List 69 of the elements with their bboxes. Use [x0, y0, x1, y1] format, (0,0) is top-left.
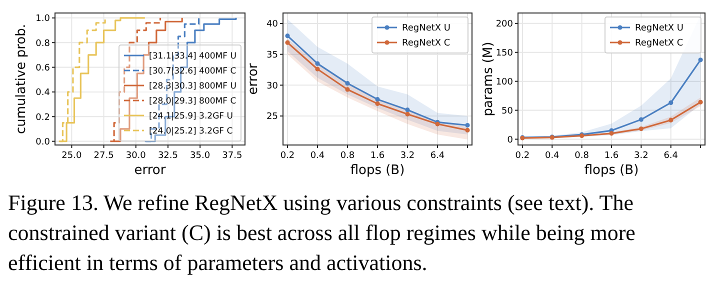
- x-tick-label: 3.2: [634, 151, 648, 161]
- point: [638, 117, 644, 122]
- y-tick-label: 0: [507, 135, 514, 146]
- x-tick-label: 6.4: [430, 151, 445, 161]
- x-tick-label: 0.2: [515, 151, 530, 161]
- y-tick-label: 40: [266, 20, 278, 30]
- y-axis-title: cumulative prob.: [14, 24, 29, 134]
- x-tick-label: 0.4: [310, 151, 325, 161]
- y-tick-label: 1.0: [36, 14, 50, 24]
- point: [375, 101, 380, 106]
- y-tick-label: 25: [266, 112, 278, 122]
- point: [345, 87, 350, 92]
- legend-label: [24.1|25.9] 3.2GF U: [149, 111, 233, 122]
- x-tick-label: 0.4: [544, 151, 560, 161]
- point: [609, 131, 614, 136]
- y-tick-label: 200: [496, 20, 514, 30]
- x-tick-label: 25.0: [62, 151, 82, 161]
- y-tick-label: 0.2: [36, 112, 50, 123]
- y-tick-label: 30: [266, 81, 278, 92]
- y-tick-label: 35: [266, 50, 278, 60]
- point: [405, 112, 410, 116]
- point: [375, 97, 380, 102]
- x-tick-label: 37.5: [222, 151, 242, 161]
- y-tick-label: 0.4: [36, 88, 50, 98]
- legend-label: RegNetX C: [402, 38, 450, 49]
- x-tick-label: 1.6: [370, 151, 385, 161]
- x-tick-label: 0.8: [574, 151, 590, 161]
- y-tick-label: 150: [496, 48, 514, 59]
- x-tick-label: 35.0: [190, 151, 210, 161]
- x-tick-label: 0.8: [340, 151, 355, 161]
- point: [315, 66, 320, 72]
- x-tick-label: 6.4: [664, 151, 678, 161]
- x-tick-label: 0.2: [280, 151, 295, 161]
- caption: Figure 13. We refine RegNetX using various constraints (see text). The constrained variant (C) is best across all flop regimes while being more efficient in terms of parameters and activations.: [8, 190, 636, 275]
- y-tick-label: 50: [502, 106, 514, 116]
- legend-label: RegNetX U: [635, 24, 684, 34]
- x-tick-label: 32.5: [158, 151, 178, 161]
- point: [668, 118, 674, 122]
- x-tick-label: 1.6: [604, 151, 619, 161]
- point: [465, 122, 470, 128]
- legend-label: RegNetX C: [635, 38, 684, 49]
- x-tick-label: 30.0: [126, 151, 146, 161]
- point: [345, 81, 350, 86]
- legend-label: [30.7|32.6] 400MF C: [149, 66, 236, 76]
- x-tick-label: 3.2: [400, 151, 415, 161]
- point: [465, 128, 470, 132]
- y-tick-label: 0.8: [36, 38, 50, 49]
- x-axis-title: flops (B): [350, 163, 405, 178]
- point: [285, 40, 290, 45]
- x-axis-title: flops (B): [584, 163, 639, 178]
- y-tick-label: 0.0: [36, 137, 50, 148]
- x-axis-title: error: [134, 163, 166, 178]
- point: [698, 58, 703, 62]
- point: [315, 61, 320, 66]
- legend-label: [28.3|30.3] 800MF U: [149, 81, 236, 92]
- x-tick-label: 27.5: [94, 151, 114, 161]
- point: [405, 108, 410, 112]
- y-axis-title: params (M): [481, 42, 496, 116]
- legend-label: [28.0|29.3] 800MF C: [149, 96, 236, 106]
- legend-label: RegNetX U: [402, 24, 451, 34]
- point: [638, 126, 644, 132]
- y-tick-label: 100: [496, 77, 514, 88]
- point: [668, 100, 674, 106]
- y-axis-title: error: [246, 62, 261, 95]
- legend-label: [24.0|25.2] 3.2GF C: [149, 126, 233, 136]
- point: [285, 34, 290, 38]
- y-tick-label: 0.6: [36, 63, 50, 74]
- legend-label: [31.1|33.4] 400MF U: [149, 51, 236, 62]
- point: [698, 100, 703, 104]
